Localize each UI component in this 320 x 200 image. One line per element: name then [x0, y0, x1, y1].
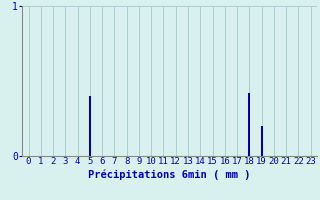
Bar: [248, 93, 250, 156]
Bar: [261, 126, 262, 156]
X-axis label: Précipitations 6min ( mm ): Précipitations 6min ( mm ): [88, 169, 251, 180]
Bar: [89, 96, 91, 156]
